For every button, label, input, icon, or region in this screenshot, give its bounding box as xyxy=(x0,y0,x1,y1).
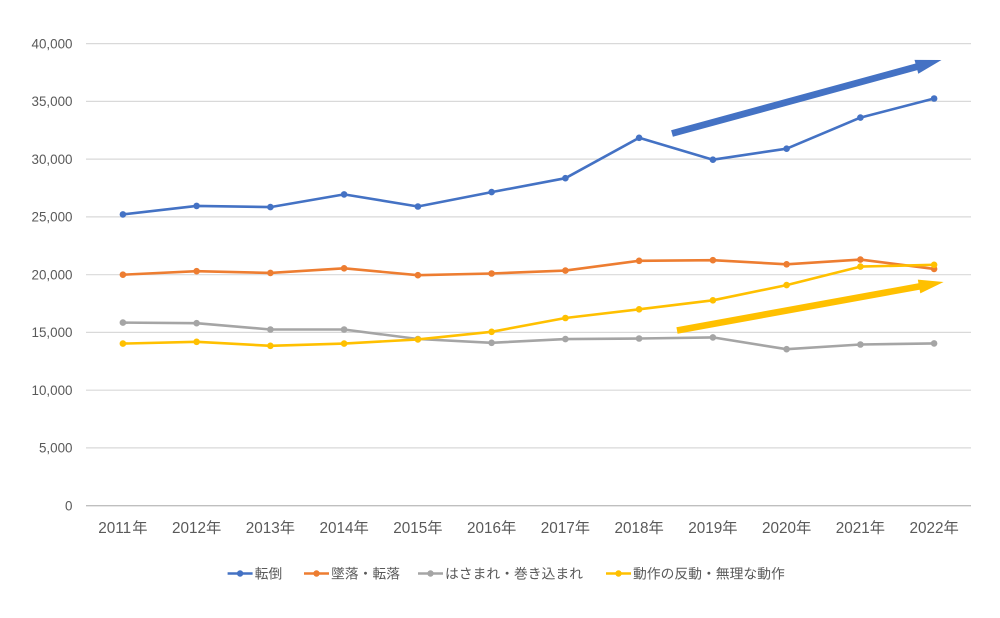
svg-text:35,000: 35,000 xyxy=(32,94,73,109)
svg-text:2012: 2012 xyxy=(172,520,206,537)
svg-text:25,000: 25,000 xyxy=(32,210,73,225)
svg-text:2015: 2015 xyxy=(393,520,427,537)
svg-text:0: 0 xyxy=(65,499,72,514)
svg-text:10,000: 10,000 xyxy=(32,383,73,398)
svg-text:2017: 2017 xyxy=(541,520,575,537)
svg-text:15,000: 15,000 xyxy=(32,325,73,340)
svg-text:2020: 2020 xyxy=(762,520,796,537)
svg-text:2014: 2014 xyxy=(320,520,355,537)
svg-text:5,000: 5,000 xyxy=(39,441,73,456)
svg-text:2016: 2016 xyxy=(467,520,501,537)
svg-text:40,000: 40,000 xyxy=(32,36,73,51)
svg-text:30,000: 30,000 xyxy=(32,152,73,167)
svg-text:2022: 2022 xyxy=(910,520,944,537)
svg-text:2021: 2021 xyxy=(836,520,870,537)
svg-text:2018: 2018 xyxy=(615,520,649,537)
svg-text:2013: 2013 xyxy=(246,520,280,537)
svg-text:2019: 2019 xyxy=(688,520,722,537)
svg-text:20,000: 20,000 xyxy=(32,268,73,283)
svg-text:2011: 2011 xyxy=(98,520,131,537)
